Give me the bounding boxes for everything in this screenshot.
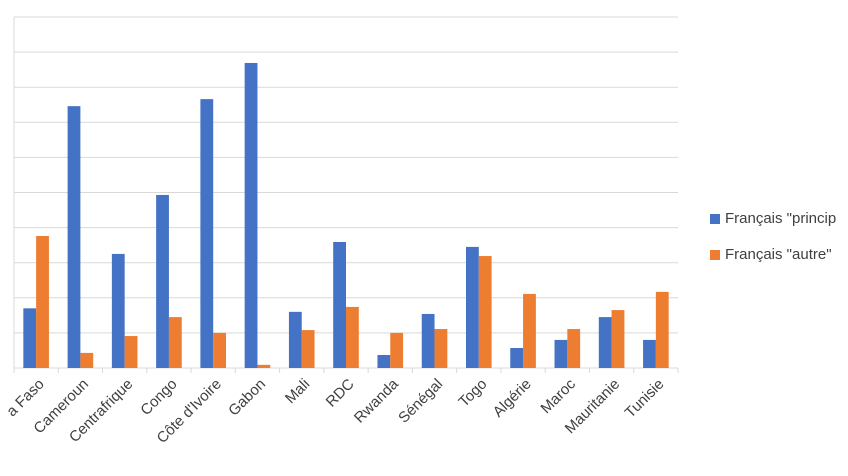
- legend-label: Français "autre": [725, 246, 832, 263]
- bar: [611, 310, 625, 368]
- bar: [346, 306, 359, 368]
- bar: [244, 62, 258, 369]
- legend-swatch: [710, 250, 720, 260]
- bar: [213, 332, 226, 368]
- bar: [390, 332, 404, 368]
- bar: [257, 364, 271, 368]
- x-tick-label: Togo: [455, 376, 490, 411]
- bar: [301, 330, 315, 368]
- bar: [478, 256, 492, 368]
- bar: [434, 329, 448, 368]
- x-tick-label: Rwanda: [351, 375, 402, 426]
- x-tick-label: Congo: [137, 376, 180, 419]
- bar: [168, 317, 182, 368]
- bar: [80, 352, 94, 368]
- x-tick-label: Sénégal: [395, 376, 446, 427]
- bar: [288, 311, 302, 368]
- x-tick-label: Tunisie: [622, 376, 668, 422]
- bar: [466, 246, 479, 368]
- bar: [200, 99, 214, 368]
- bar: [567, 329, 581, 368]
- bar: [156, 194, 169, 368]
- bar: [421, 313, 435, 368]
- bar: [36, 236, 49, 368]
- bar: [377, 355, 391, 368]
- bar: [655, 291, 669, 368]
- bar: [598, 317, 612, 368]
- x-tick-label: Gabon: [225, 376, 269, 420]
- bar: [67, 106, 81, 369]
- x-tick-label: Maroc: [537, 375, 579, 417]
- bar: [111, 253, 125, 368]
- bar: [510, 347, 524, 368]
- bar: [554, 339, 568, 368]
- x-tick-label: Algérie: [490, 376, 535, 421]
- x-tick-label: RDC: [323, 375, 358, 410]
- legend-label: Français "princip: [725, 210, 836, 227]
- x-tick-label: Mali: [282, 376, 313, 407]
- bar: [23, 308, 37, 368]
- legend-swatch: [710, 214, 720, 224]
- bar: [124, 336, 138, 368]
- bar: [333, 241, 346, 368]
- bar: [643, 339, 656, 368]
- bar: [523, 293, 536, 368]
